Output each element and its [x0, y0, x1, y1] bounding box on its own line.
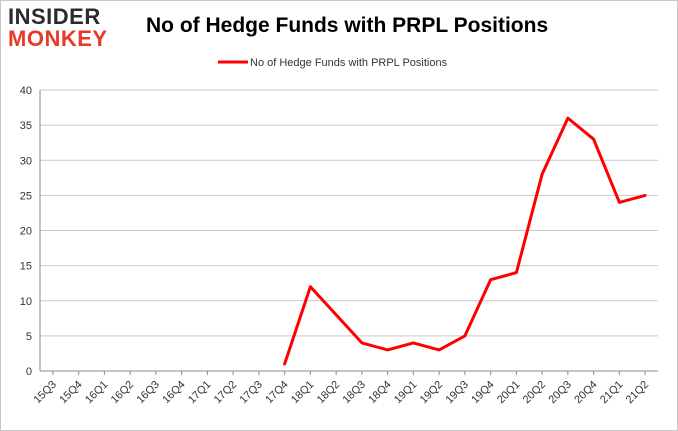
series-line-0 [283, 116, 647, 366]
x-tick-label: 18Q1 [289, 379, 317, 407]
x-tick-label: 20Q4 [572, 379, 600, 407]
x-tick-label: 16Q3 [134, 379, 162, 407]
x-tick-label: 18Q3 [340, 379, 368, 407]
y-axis-ticks: 0 5 10 15 20 25 30 35 40 [20, 85, 32, 378]
x-tick-label: 17Q4 [263, 379, 291, 407]
y-tick-label: 15 [20, 261, 32, 273]
chart-title: No of Hedge Funds with PRPL Positions [146, 14, 549, 37]
x-tick-label: 16Q1 [83, 379, 111, 407]
series-lines [283, 116, 647, 366]
x-tick-label: 15Q4 [57, 379, 85, 407]
logo-line-2: MONKEY [8, 26, 108, 51]
insider-monkey-logo: INSIDER MONKEY [8, 6, 128, 50]
x-tick-label: 17Q3 [237, 379, 265, 407]
y-tick-label: 10 [20, 296, 32, 308]
x-tick-label: 19Q1 [392, 379, 420, 407]
y-tick-label: 5 [26, 331, 32, 343]
y-tick-label: 35 [20, 120, 32, 132]
y-tick-label: 30 [20, 155, 32, 167]
x-tick-label: 21Q1 [598, 379, 626, 407]
x-tick-label: 20Q1 [495, 379, 523, 407]
x-tick-label: 19Q4 [469, 379, 497, 407]
x-tick-label: 20Q3 [546, 379, 574, 407]
axes [39, 90, 658, 372]
x-tick-label: 20Q2 [521, 379, 549, 407]
logo-line-1: INSIDER [8, 4, 101, 29]
x-tick-label: 17Q1 [186, 379, 214, 407]
x-tick-label: 19Q3 [443, 379, 471, 407]
x-tick-label: 16Q4 [160, 379, 188, 407]
x-axis-ticks: 15Q315Q416Q116Q216Q316Q417Q117Q217Q317Q4… [31, 371, 651, 406]
y-tick-label: 0 [26, 366, 32, 378]
x-tick-label: 18Q2 [315, 379, 343, 407]
y-tick-label: 25 [20, 190, 32, 202]
x-tick-label: 18Q4 [366, 379, 394, 407]
x-tick-label: 17Q2 [212, 379, 240, 407]
legend-label: No of Hedge Funds with PRPL Positions [250, 57, 448, 69]
x-tick-label: 21Q2 [624, 379, 652, 407]
x-tick-label: 19Q2 [418, 379, 446, 407]
legend: No of Hedge Funds with PRPL Positions [218, 57, 448, 69]
x-tick-label: 15Q3 [31, 379, 59, 407]
y-tick-label: 20 [20, 226, 32, 238]
x-tick-label: 16Q2 [109, 379, 137, 407]
gridlines [40, 89, 658, 372]
y-tick-label: 40 [20, 85, 32, 97]
